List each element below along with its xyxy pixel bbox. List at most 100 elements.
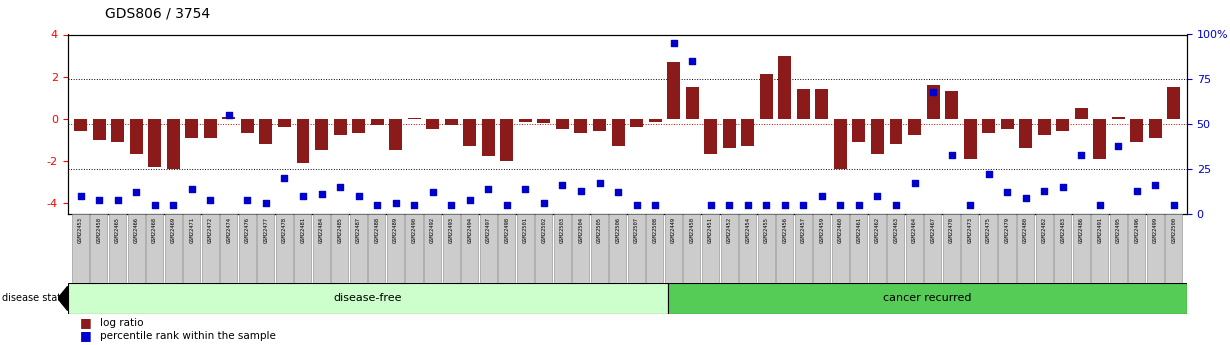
FancyBboxPatch shape: [758, 214, 775, 285]
FancyBboxPatch shape: [647, 214, 663, 285]
FancyBboxPatch shape: [312, 214, 330, 285]
Bar: [926, 85, 940, 119]
Text: ■: ■: [80, 316, 92, 329]
Point: [738, 202, 758, 208]
FancyBboxPatch shape: [1017, 214, 1034, 285]
Bar: [389, 119, 402, 150]
Text: GSM22481: GSM22481: [300, 217, 305, 244]
Point: [905, 181, 925, 186]
Text: GSM22501: GSM22501: [523, 217, 528, 244]
Text: GSM22460: GSM22460: [838, 217, 843, 244]
Point: [108, 197, 128, 202]
Text: GSM22498: GSM22498: [504, 217, 509, 244]
Text: GSM22488: GSM22488: [375, 217, 380, 244]
Bar: [296, 119, 310, 163]
FancyBboxPatch shape: [387, 214, 403, 285]
Text: GSM22470: GSM22470: [950, 217, 954, 244]
Point: [867, 193, 887, 199]
Point: [534, 200, 554, 206]
Text: GSM22504: GSM22504: [578, 217, 583, 244]
Bar: [482, 119, 494, 157]
Text: GSM22454: GSM22454: [745, 217, 750, 244]
Bar: [556, 119, 569, 129]
Text: GSM22464: GSM22464: [911, 217, 918, 244]
Point: [145, 202, 165, 208]
Bar: [889, 119, 903, 144]
Bar: [871, 119, 884, 154]
Text: GSM22483: GSM22483: [1060, 217, 1065, 244]
Text: GSM22482: GSM22482: [1042, 217, 1047, 244]
Bar: [815, 89, 828, 119]
Bar: [129, 119, 143, 154]
Bar: [1149, 119, 1162, 138]
Bar: [760, 75, 772, 119]
Text: GSM22461: GSM22461: [856, 217, 861, 244]
Bar: [333, 119, 347, 136]
Text: GSM22478: GSM22478: [282, 217, 287, 244]
Text: GSM22480: GSM22480: [1023, 217, 1028, 244]
FancyBboxPatch shape: [684, 214, 701, 285]
FancyBboxPatch shape: [980, 214, 998, 285]
Point: [442, 202, 461, 208]
Text: GSM22494: GSM22494: [467, 217, 472, 244]
Point: [164, 202, 183, 208]
Bar: [92, 119, 106, 140]
Text: GSM22471: GSM22471: [189, 217, 194, 244]
FancyBboxPatch shape: [331, 214, 348, 285]
Point: [571, 188, 590, 193]
Text: GSM22475: GSM22475: [986, 217, 991, 244]
Point: [368, 202, 387, 208]
FancyBboxPatch shape: [776, 214, 793, 285]
Text: disease-free: disease-free: [333, 294, 402, 303]
Text: GSM22490: GSM22490: [412, 217, 417, 244]
FancyBboxPatch shape: [349, 214, 367, 285]
FancyBboxPatch shape: [146, 214, 164, 285]
Bar: [668, 283, 1187, 314]
FancyBboxPatch shape: [887, 214, 904, 285]
Bar: [834, 119, 847, 169]
Point: [701, 202, 721, 208]
Bar: [74, 119, 87, 131]
Bar: [908, 119, 921, 136]
Text: GSM22492: GSM22492: [430, 217, 435, 244]
FancyBboxPatch shape: [91, 214, 107, 285]
Text: GSM22467: GSM22467: [931, 217, 936, 244]
Text: GSM22491: GSM22491: [1097, 217, 1102, 244]
Point: [478, 186, 498, 191]
Bar: [167, 119, 180, 169]
Text: GSM22507: GSM22507: [635, 217, 640, 244]
Bar: [538, 119, 550, 123]
FancyBboxPatch shape: [739, 214, 756, 285]
Text: GSM22465: GSM22465: [116, 217, 121, 244]
Bar: [963, 119, 977, 159]
Point: [942, 152, 962, 157]
Bar: [797, 89, 809, 119]
Bar: [611, 119, 625, 146]
Bar: [186, 119, 198, 138]
Bar: [1093, 119, 1106, 159]
Text: GSM22477: GSM22477: [263, 217, 268, 244]
Bar: [1057, 119, 1069, 131]
Point: [1016, 195, 1036, 200]
Text: GSM22508: GSM22508: [653, 217, 658, 244]
FancyBboxPatch shape: [1054, 214, 1071, 285]
Text: GSM22505: GSM22505: [597, 217, 601, 244]
Bar: [315, 119, 328, 150]
FancyBboxPatch shape: [943, 214, 959, 285]
Bar: [501, 119, 513, 161]
FancyBboxPatch shape: [369, 214, 385, 285]
Point: [311, 191, 331, 197]
Text: GSM22459: GSM22459: [819, 217, 824, 244]
Point: [720, 202, 739, 208]
Text: cancer recurred: cancer recurred: [883, 294, 972, 303]
Bar: [779, 56, 791, 119]
FancyBboxPatch shape: [590, 214, 608, 285]
Point: [1145, 183, 1165, 188]
Bar: [427, 119, 439, 129]
FancyBboxPatch shape: [406, 214, 423, 285]
FancyBboxPatch shape: [609, 214, 626, 285]
Bar: [648, 119, 662, 122]
Bar: [852, 119, 866, 142]
Text: GSM22503: GSM22503: [560, 217, 565, 244]
Point: [756, 202, 776, 208]
